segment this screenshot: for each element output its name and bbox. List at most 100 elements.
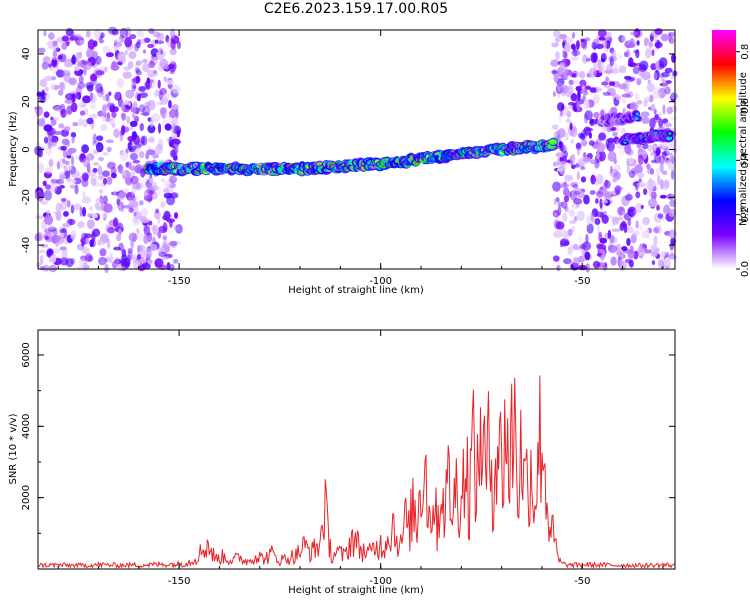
spectrogram-cell <box>162 187 170 194</box>
spectrogram-cell <box>168 63 175 69</box>
spectrogram-cell <box>140 249 148 258</box>
spectrogram-cell <box>42 76 46 85</box>
spectrogram-cell <box>130 185 136 197</box>
spectrogram-cell <box>149 77 156 89</box>
spectrogram-cell <box>51 44 59 52</box>
spectrogram-cell <box>149 243 158 252</box>
spectrogram-cell <box>64 93 75 100</box>
spectrogram-cell <box>569 73 577 78</box>
spectrogram-cell <box>150 185 159 192</box>
spectrogram-cell <box>134 62 139 71</box>
spectrogram-cell <box>630 233 637 244</box>
spectrogram-cell <box>661 170 668 175</box>
spectrogram-cell <box>580 39 587 49</box>
spectrogram-cell <box>116 77 125 88</box>
spectrogram-cell <box>576 40 580 50</box>
spectrogram-cell <box>638 251 646 257</box>
spectrogram-cell <box>121 257 131 268</box>
spectrogram-cell <box>63 165 67 172</box>
colorbar-tick-label: 0.6 <box>740 98 750 114</box>
spectrogram-cell <box>657 258 664 268</box>
spectrogram-cell <box>85 236 90 245</box>
spectrogram-cell <box>69 184 76 189</box>
spectrogram-cell <box>573 47 578 57</box>
spectrogram-cell <box>585 85 592 90</box>
spectrogram-cell <box>621 98 627 104</box>
spectrogram-cell <box>166 261 171 271</box>
spectrogram-cell <box>172 258 179 264</box>
spectrogram-cell <box>128 51 137 59</box>
spectrogram-cell <box>162 222 168 233</box>
spectrogram-cell <box>603 69 613 74</box>
spectrogram-cell <box>170 192 179 199</box>
spectrogram-cell <box>55 69 65 78</box>
spectrogram-cell <box>565 118 571 124</box>
spectrogram-cell <box>623 223 628 234</box>
spectrogram-cell <box>69 179 77 184</box>
spectrogram-cell <box>570 153 576 162</box>
spectrogram-cell <box>142 63 150 73</box>
spectrogram-cell <box>586 223 594 234</box>
spectrogram-cell <box>570 164 576 170</box>
spectrogram-cell <box>61 42 68 50</box>
spectrogram-cell <box>564 132 569 142</box>
spectrogram-cell <box>47 139 52 150</box>
spectrogram-y-tick-label: -40 <box>21 237 32 253</box>
spectrogram-cell <box>113 91 121 101</box>
spectrogram-cell <box>593 111 600 119</box>
snr-background <box>38 330 675 569</box>
spectrogram-cell <box>171 84 181 94</box>
spectrogram-cell <box>653 145 657 152</box>
spectrogram-cell <box>590 211 595 223</box>
spectrogram-cell <box>643 99 648 107</box>
spectrogram-cell <box>651 103 656 112</box>
spectrogram-cell <box>662 118 669 124</box>
spectrogram-cell <box>193 164 198 167</box>
spectrogram-cell <box>140 136 145 144</box>
spectrogram-cell <box>44 92 50 100</box>
spectrogram-cell <box>43 264 50 272</box>
spectrogram-cell <box>569 209 576 217</box>
spectrogram-cell <box>668 36 675 45</box>
spectrogram-cell <box>661 71 670 78</box>
spectrogram-cell <box>108 91 112 96</box>
spectrogram-cell <box>134 164 144 174</box>
spectrogram-cell <box>116 233 122 242</box>
spectrogram-cell <box>117 60 123 66</box>
spectrogram-cell <box>77 265 87 270</box>
spectrogram-cell <box>168 240 178 247</box>
spectrogram-cell <box>72 121 79 127</box>
spectrogram-cell <box>39 200 49 205</box>
spectrogram-cell <box>650 251 658 257</box>
spectrogram-cell <box>95 83 103 93</box>
spectrogram-cell <box>128 232 138 242</box>
spectrogram-cell <box>89 113 98 120</box>
spectrogram-cell <box>100 123 108 132</box>
spectrogram-cell <box>144 80 153 90</box>
spectrogram-cell <box>641 71 651 81</box>
spectrogram-cell <box>552 181 561 192</box>
snr-y-axis-title: SNR (10 * v/v) <box>8 413 19 484</box>
spectrogram-cell <box>601 185 607 193</box>
spectrogram-cell <box>154 258 164 268</box>
spectrogram-cell <box>668 208 677 217</box>
spectrogram-cell <box>51 76 57 81</box>
colorbar-tick-label: 0.2 <box>740 207 750 223</box>
spectrogram-cell <box>615 243 621 252</box>
spectrogram-cell <box>76 39 80 45</box>
spectrogram-cell <box>65 140 71 148</box>
spectrogram-cell <box>641 116 650 125</box>
spectrogram-cell <box>592 94 600 105</box>
spectrogram-cell <box>44 86 49 92</box>
spectrogram-cell <box>85 48 93 58</box>
spectrogram-cell <box>664 122 672 128</box>
spectrogram-cell <box>613 164 621 172</box>
spectrogram-cell <box>591 41 597 50</box>
spectrogram-x-tick-label: -150 <box>168 276 191 287</box>
spectrogram-cell <box>135 69 142 76</box>
spectrogram-cell <box>572 184 579 189</box>
spectrogram-cell <box>66 105 73 115</box>
spectrogram-cell <box>102 212 108 219</box>
spectrogram-cell <box>118 163 124 174</box>
spectrogram-cell <box>131 112 136 119</box>
